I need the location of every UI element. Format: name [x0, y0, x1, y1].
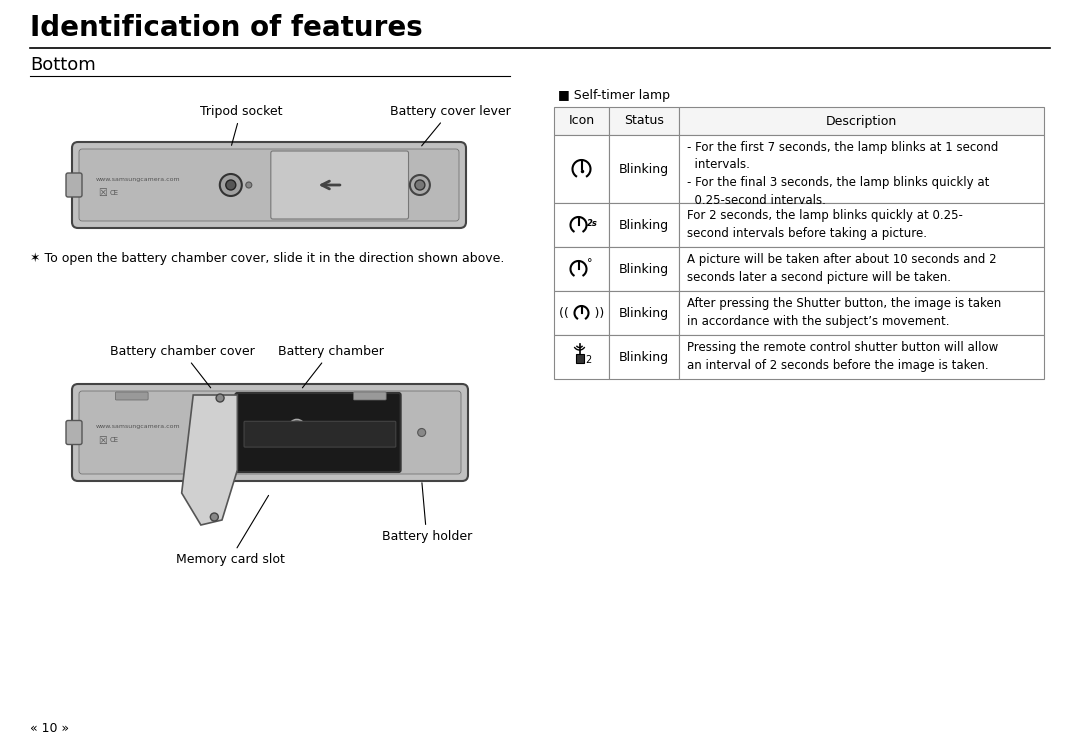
- Bar: [609, 247, 679, 291]
- Text: Memory card slot: Memory card slot: [176, 495, 284, 566]
- Text: ☒: ☒: [98, 188, 107, 198]
- Text: Pressing the remote control shutter button will allow
an interval of 2 seconds b: Pressing the remote control shutter butt…: [687, 341, 998, 372]
- Text: Tripod socket: Tripod socket: [200, 105, 282, 145]
- FancyBboxPatch shape: [72, 384, 468, 481]
- Text: After pressing the Shutter button, the image is taken
in accordance with the sub: After pressing the Shutter button, the i…: [687, 297, 1001, 327]
- Bar: [609, 107, 679, 135]
- Text: www.samsungcamera.com: www.samsungcamera.com: [96, 424, 180, 429]
- Text: Battery chamber: Battery chamber: [278, 345, 383, 388]
- FancyBboxPatch shape: [271, 151, 408, 219]
- Bar: [679, 291, 1044, 335]
- Text: Blinking: Blinking: [619, 219, 670, 231]
- Text: ■ Self-timer lamp: ■ Self-timer lamp: [558, 89, 670, 101]
- Circle shape: [220, 174, 242, 196]
- Bar: [576, 354, 583, 363]
- Text: CE: CE: [110, 190, 119, 196]
- Bar: [554, 107, 609, 135]
- Text: ((: ((: [559, 307, 571, 319]
- Text: Bottom: Bottom: [30, 56, 96, 74]
- Bar: [554, 291, 609, 335]
- Text: Identification of features: Identification of features: [30, 14, 422, 42]
- Text: 2: 2: [585, 355, 592, 365]
- Text: A picture will be taken after about 10 seconds and 2
seconds later a second pict: A picture will be taken after about 10 s…: [687, 253, 997, 283]
- FancyBboxPatch shape: [79, 149, 459, 221]
- Text: Blinking: Blinking: [619, 307, 670, 319]
- Bar: [609, 135, 679, 203]
- Text: Battery holder: Battery holder: [381, 483, 472, 543]
- Bar: [679, 335, 1044, 379]
- Text: CE: CE: [110, 437, 119, 444]
- Text: °: °: [586, 258, 592, 268]
- Text: For 2 seconds, the lamp blinks quickly at 0.25-
second intervals before taking a: For 2 seconds, the lamp blinks quickly a…: [687, 209, 963, 239]
- FancyBboxPatch shape: [244, 421, 395, 447]
- Circle shape: [410, 175, 430, 195]
- Text: Status: Status: [624, 114, 664, 128]
- Circle shape: [288, 419, 305, 436]
- Text: - For the first 7 seconds, the lamp blinks at 1 second
  intervals.
- For the fi: - For the first 7 seconds, the lamp blin…: [687, 141, 998, 207]
- Polygon shape: [181, 395, 238, 525]
- Bar: [554, 335, 609, 379]
- Text: Blinking: Blinking: [619, 263, 670, 275]
- Text: Blinking: Blinking: [619, 163, 670, 175]
- Bar: [679, 203, 1044, 247]
- Text: ☒: ☒: [98, 436, 107, 445]
- Text: Blinking: Blinking: [619, 351, 670, 363]
- Text: « 10 »: « 10 »: [30, 721, 69, 735]
- FancyBboxPatch shape: [353, 392, 387, 400]
- Text: )): )): [592, 307, 604, 319]
- FancyBboxPatch shape: [235, 393, 401, 472]
- FancyBboxPatch shape: [66, 173, 82, 197]
- Bar: [679, 107, 1044, 135]
- Circle shape: [226, 180, 235, 190]
- FancyBboxPatch shape: [116, 392, 148, 400]
- FancyBboxPatch shape: [72, 142, 465, 228]
- Bar: [609, 291, 679, 335]
- Bar: [554, 203, 609, 247]
- Circle shape: [211, 513, 218, 521]
- Circle shape: [246, 182, 252, 188]
- Text: Description: Description: [826, 114, 897, 128]
- Bar: [679, 247, 1044, 291]
- Bar: [609, 203, 679, 247]
- Text: www.samsungcamera.com: www.samsungcamera.com: [96, 177, 180, 181]
- Text: Icon: Icon: [568, 114, 595, 128]
- Circle shape: [216, 394, 224, 402]
- Bar: [609, 335, 679, 379]
- FancyBboxPatch shape: [66, 421, 82, 445]
- Text: ✶ To open the battery chamber cover, slide it in the direction shown above.: ✶ To open the battery chamber cover, sli…: [30, 252, 504, 265]
- Text: 2s: 2s: [586, 219, 597, 228]
- Bar: [554, 135, 609, 203]
- Circle shape: [415, 180, 424, 190]
- Circle shape: [418, 428, 426, 436]
- FancyBboxPatch shape: [79, 391, 461, 474]
- Text: Battery cover lever: Battery cover lever: [390, 105, 510, 146]
- Bar: [679, 135, 1044, 203]
- Circle shape: [294, 424, 300, 430]
- Bar: [554, 247, 609, 291]
- Text: Battery chamber cover: Battery chamber cover: [110, 345, 255, 388]
